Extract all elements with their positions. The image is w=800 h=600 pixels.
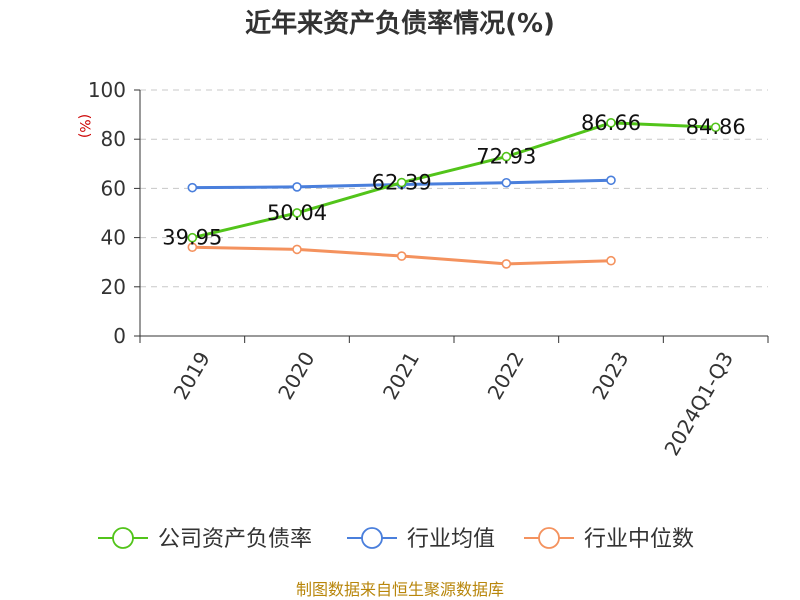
x-tick-label: 2020 [273,348,319,404]
data-point [292,208,302,218]
data-point [292,244,302,255]
data-point [501,151,512,162]
legend-label: 行业中位数 [584,527,694,552]
data-label: 84.86 [686,115,746,139]
data-point [292,182,302,192]
data-point [396,177,407,188]
data-point [501,177,512,188]
x-tick-label: 2022 [483,348,529,404]
legend-item: 公司资产负债率 [98,527,312,552]
y-axis-unit: (%) [76,114,92,138]
data-label: 72.93 [476,145,536,169]
y-tick-label: 0 [113,324,126,348]
data-point [710,122,721,133]
legend-marker [112,527,134,549]
x-tick-label: 2024Q1-Q3 [659,348,738,460]
data-point [606,255,616,266]
y-tick-label: 80 [101,127,126,151]
data-point [187,242,198,252]
chart-title: 近年来资产负债率情况(%) [245,8,555,39]
x-tick-label: 2019 [169,348,215,404]
data-label: 50.04 [267,201,327,225]
legend-item: 行业中位数 [524,527,694,552]
data-point [501,259,512,269]
axes [134,89,769,343]
data-point [606,175,616,186]
legend-marker [361,527,383,549]
source-note: 制图数据来自恒生聚源数据库 [296,580,504,599]
x-tick-label: 2023 [587,348,633,404]
series-line [191,121,716,240]
y-tick-label: 60 [101,176,126,200]
x-tick-labels: 2019 2020 2021 2022 2023 2024Q1-Q3 [169,348,739,460]
x-tick-label: 2021 [378,348,424,404]
legend-item: 行业均值 [347,527,495,552]
legend-label: 行业均值 [407,527,495,552]
data-point [187,182,198,193]
y-tick-labels: 100 80 60 40 20 0 [88,78,126,348]
data-point [606,118,616,128]
legend-label: 公司资产负债率 [158,527,312,552]
y-tick-label: 20 [101,275,126,299]
data-label: 62.39 [372,171,432,195]
data-label: 39.95 [162,226,222,250]
series [187,118,721,269]
legend: 公司资产负债率 行业均值 行业中位数 [98,527,694,552]
y-tick-label: 40 [101,226,126,250]
data-point [187,232,198,243]
data-labels: 39.95 50.04 62.39 72.93 86.66 84.86 [162,111,745,250]
data-point [396,251,407,261]
y-tick-label: 100 [88,78,126,102]
data-label: 86.66 [581,111,641,135]
legend-marker [538,527,560,549]
